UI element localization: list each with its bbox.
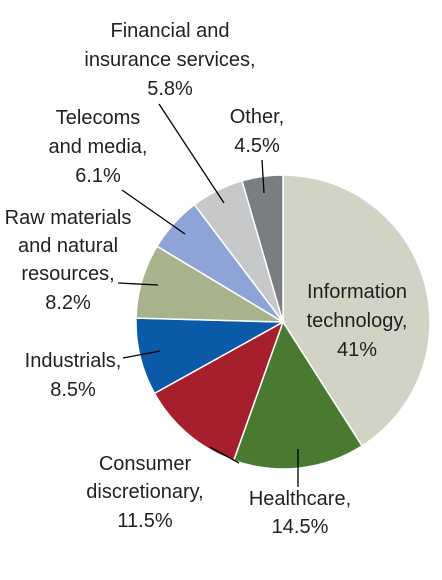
slice-label-line: Industrials,: [25, 350, 122, 372]
slice-label-line: Healthcare,: [249, 488, 351, 510]
leader-line-financial: [158, 103, 225, 204]
pie-slices: [135, 174, 431, 470]
slice-label-raw: Raw materials and natural resources, 8.2%: [5, 207, 132, 314]
slice-label-telecoms: Telecoms and media, 6.1%: [49, 107, 148, 187]
pie-slice-other: [241, 174, 284, 323]
slice-label-financial: Financial and insurance services, 5.8%: [84, 20, 255, 100]
leader-line-industrials: [122, 350, 161, 359]
slice-label-industrials: Industrials, 8.5%: [25, 350, 122, 401]
slice-label-line: Raw materials: [5, 207, 132, 229]
slice-label-line: 41%: [337, 339, 377, 361]
leader-line-other: [261, 159, 265, 194]
slice-label-line: 11.5%: [117, 510, 172, 532]
leader-line-consumer: [209, 446, 240, 464]
slice-label-line: discretionary,: [86, 481, 203, 503]
pie-slice-health: [232, 320, 364, 470]
slice-label-line: 14.5%: [272, 516, 329, 538]
leader-line-raw: [117, 282, 159, 286]
slice-label-line: Information: [307, 281, 407, 303]
slice-label-line: 5.8%: [147, 78, 193, 100]
slice-label-line: Other,: [230, 106, 284, 128]
slice-label-line: Consumer: [99, 453, 192, 475]
slice-label-health: Healthcare, 14.5%: [249, 488, 351, 538]
slice-label-line: Financial and: [111, 20, 230, 42]
slice-label-it: Information technology, 41%: [307, 281, 408, 361]
slice-label-line: 6.1%: [75, 165, 121, 187]
slice-label-line: insurance services,: [84, 49, 255, 71]
pie-slice-consumer: [153, 320, 285, 462]
slice-label-line: 8.2%: [45, 292, 91, 314]
slice-label-line: technology,: [307, 310, 408, 332]
leader-line-telecoms: [121, 189, 186, 235]
slice-label-line: 8.5%: [50, 379, 96, 401]
slice-label-line: and media,: [49, 136, 148, 158]
slice-label-line: and natural: [18, 235, 118, 257]
slice-label-other: Other, 4.5%: [230, 106, 284, 157]
slice-label-line: 4.5%: [234, 135, 280, 157]
slice-label-line: resources,: [21, 263, 114, 285]
slice-label-line: Telecoms: [56, 107, 140, 129]
slice-label-consumer: Consumer discretionary, 11.5%: [86, 453, 203, 532]
